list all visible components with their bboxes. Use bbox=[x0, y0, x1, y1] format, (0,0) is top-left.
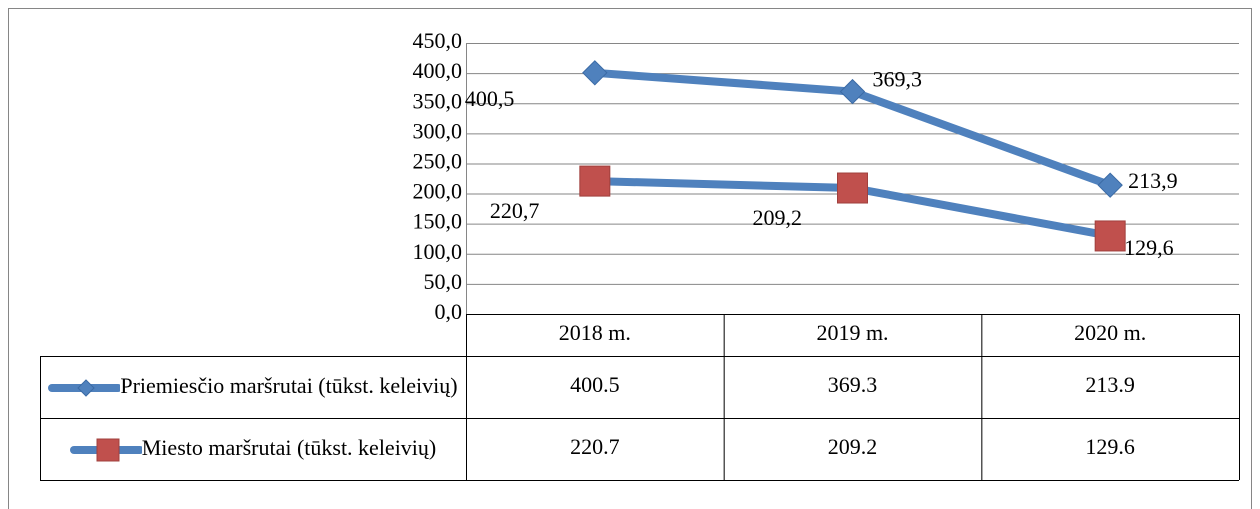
table-value: 129.6 bbox=[1085, 434, 1135, 459]
legend-label: Priemiesčio maršrutai (tūkst. keleivių) bbox=[120, 373, 458, 399]
data-label: 213,9 bbox=[1128, 168, 1178, 193]
legend-symbol bbox=[48, 379, 123, 397]
legend-symbol bbox=[69, 438, 144, 462]
y-tick-label: 200,0 bbox=[413, 179, 463, 204]
marker bbox=[579, 165, 611, 197]
table-value: 369.3 bbox=[828, 372, 878, 397]
data-label: 220,7 bbox=[490, 198, 540, 223]
y-tick-label: 400,0 bbox=[413, 58, 463, 83]
table-value: 400.5 bbox=[570, 372, 620, 397]
y-tick-label: 300,0 bbox=[413, 118, 463, 143]
legend-body: Priemiesčio maršrutai (tūkst. keleivių) bbox=[48, 373, 458, 403]
marker bbox=[837, 172, 868, 204]
x-tick-label: 2019 m. bbox=[816, 320, 888, 345]
marker bbox=[1097, 172, 1123, 198]
x-tick-label: 2018 m. bbox=[559, 320, 631, 345]
data-label: 369,3 bbox=[873, 67, 923, 92]
y-tick-label: 0,0 bbox=[435, 299, 463, 324]
marker bbox=[1094, 220, 1126, 252]
legend-entry: Miesto maršrutai (tūkst. keleivių) bbox=[40, 419, 466, 481]
y-tick-label: 50,0 bbox=[424, 269, 463, 294]
chart-border bbox=[8, 8, 1252, 509]
table-value: 213.9 bbox=[1085, 372, 1135, 397]
y-tick-label: 250,0 bbox=[413, 148, 463, 173]
legend-entry: Priemiesčio maršrutai (tūkst. keleivių) bbox=[40, 357, 466, 419]
marker bbox=[839, 78, 866, 105]
y-tick-label: 350,0 bbox=[413, 88, 463, 113]
table-value: 209.2 bbox=[828, 434, 878, 459]
legend-body: Miesto maršrutai (tūkst. keleivių) bbox=[69, 435, 437, 465]
table-value: 220.7 bbox=[570, 434, 620, 459]
y-tick-label: 100,0 bbox=[413, 239, 463, 264]
marker bbox=[582, 60, 608, 86]
y-tick-label: 450,0 bbox=[413, 28, 463, 53]
y-tick-label: 150,0 bbox=[413, 209, 463, 234]
legend-marker bbox=[96, 438, 120, 462]
data-label: 400,5 bbox=[465, 86, 515, 111]
x-tick-label: 2020 m. bbox=[1074, 320, 1146, 345]
data-label: 129,6 bbox=[1124, 235, 1174, 260]
data-label: 209,2 bbox=[753, 205, 803, 230]
legend-label: Miesto maršrutai (tūkst. keleivių) bbox=[141, 435, 437, 461]
legend-marker bbox=[77, 379, 96, 397]
